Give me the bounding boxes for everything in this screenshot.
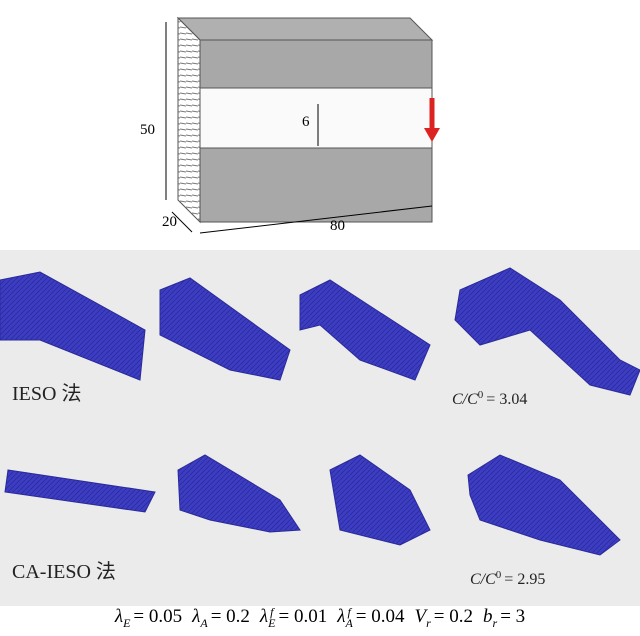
page: 50 20 80 6 IESO 法C/C0= 3.04CA-IESO 法C/C0… <box>0 0 640 636</box>
gap-label: 6 <box>302 114 310 130</box>
param-indices: E <box>123 607 130 629</box>
top-face <box>178 18 432 40</box>
ratio-sup: 0 <box>478 389 484 401</box>
height-label: 50 <box>140 122 155 138</box>
param-value: = 0.2 <box>434 606 473 627</box>
param-sub: A <box>345 618 352 629</box>
param-sub: E <box>268 618 275 629</box>
ratio-rhs: = 2.95 <box>504 571 545 588</box>
length-label: 80 <box>330 218 345 234</box>
param-symbol: λ <box>115 606 123 627</box>
ratio-lhs: C/C <box>470 571 496 588</box>
param-indices: r <box>426 607 431 629</box>
compliance-ratio: C/C0= 2.95 <box>470 569 545 588</box>
ratio-sup: 0 <box>496 569 502 581</box>
param-symbol: λ <box>260 606 268 627</box>
param-value: = 0.04 <box>356 606 405 627</box>
side-face <box>178 18 200 222</box>
param-symbol: V <box>415 606 427 627</box>
param-value: = 3 <box>500 606 525 627</box>
slot <box>200 88 432 148</box>
param-sub: E <box>123 618 130 629</box>
param-sub: r <box>493 618 498 629</box>
ratio-lhs: C/C <box>452 391 478 408</box>
param-symbol: b <box>483 606 493 627</box>
method-label: CA-IESO 法 <box>12 560 116 583</box>
depth-label: 20 <box>162 214 177 230</box>
parameter: V r= 0.2 <box>415 606 474 629</box>
param-value: = 0.01 <box>279 606 328 627</box>
method-label: IESO 法 <box>12 382 81 405</box>
param-value: = 0.05 <box>133 606 182 627</box>
parameter: b r= 3 <box>483 606 525 629</box>
param-indices: r <box>493 607 498 629</box>
compliance-ratio: C/C0= 3.04 <box>452 389 527 408</box>
parameter: λ A= 0.2 <box>192 606 250 629</box>
param-sub: A <box>200 618 207 629</box>
param-sub: r <box>426 618 431 629</box>
param-value: = 0.2 <box>211 606 250 627</box>
ratio-rhs: = 3.04 <box>486 391 527 408</box>
param-indices: A <box>200 607 207 629</box>
parameter: λ E= 0.05 <box>115 606 182 629</box>
